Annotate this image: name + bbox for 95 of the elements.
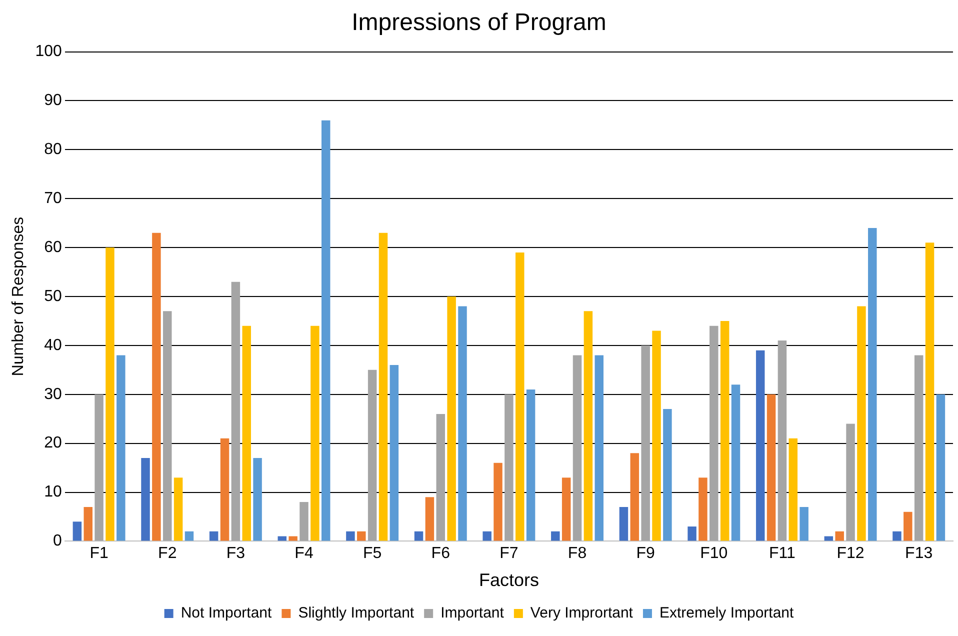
legend-label: Very Imprortant (530, 604, 634, 622)
bar (630, 453, 640, 541)
x-tick-label: F5 (362, 545, 382, 562)
x-tick-label: F11 (769, 545, 796, 562)
y-tick-label: 30 (44, 386, 62, 403)
bar (447, 296, 456, 541)
bar (914, 355, 924, 541)
x-tick-label: F9 (636, 545, 656, 562)
bar (778, 340, 787, 541)
legend-label: Extremely Important (659, 604, 795, 622)
y-tick-label: 80 (44, 141, 62, 158)
bar (857, 306, 866, 541)
y-tick-label: 100 (35, 43, 62, 60)
bar (152, 232, 161, 541)
bar (378, 232, 388, 541)
bar (562, 478, 571, 541)
bar (846, 424, 855, 541)
y-tick-label: 10 (44, 484, 62, 501)
x-tick-label: F3 (226, 545, 246, 562)
chart-title: Impressions of Program (352, 9, 606, 36)
x-tick-label: F1 (90, 545, 108, 562)
bar (619, 506, 628, 541)
bar (368, 370, 377, 541)
y-tick-label: 20 (44, 434, 62, 452)
bar (220, 438, 230, 541)
bar (698, 478, 708, 541)
bar (663, 409, 672, 541)
bar (766, 394, 776, 541)
y-tick-label: 0 (52, 532, 62, 550)
bar (162, 311, 172, 541)
bar (710, 326, 718, 541)
bar (458, 306, 467, 541)
x-tick-label: F4 (294, 545, 314, 562)
bar (425, 497, 434, 541)
bar (300, 502, 308, 541)
bar (106, 248, 114, 541)
bar (310, 326, 320, 541)
x-tick-label: F8 (568, 545, 587, 562)
bar (516, 252, 524, 541)
y-axis-title: Number of Responses (10, 216, 28, 376)
x-tick-label: F6 (431, 545, 450, 562)
bar (321, 120, 330, 541)
bar (594, 355, 604, 541)
bar (116, 355, 126, 541)
y-tick-label: 50 (44, 288, 62, 305)
bar (209, 531, 218, 541)
legend-label: Important (440, 604, 505, 622)
bar (346, 531, 355, 541)
legend-label: Not Important (180, 604, 273, 622)
bar (584, 311, 593, 541)
bar (572, 355, 582, 541)
bar (551, 531, 560, 541)
bar (141, 458, 150, 541)
bar (253, 458, 262, 541)
bar (936, 394, 946, 541)
bar (390, 365, 399, 541)
x-tick-label: F12 (836, 545, 864, 562)
bar (84, 506, 92, 541)
bar (174, 478, 183, 541)
x-tick-label: F13 (905, 545, 933, 562)
bar (652, 330, 661, 541)
y-tick-label: 70 (44, 190, 62, 208)
bar (504, 394, 514, 541)
y-tick-label: 40 (44, 336, 62, 354)
bar (756, 350, 765, 541)
bar (72, 522, 82, 541)
bar (414, 531, 424, 541)
y-tick-label: 90 (44, 92, 62, 110)
bar (494, 462, 502, 541)
bar (242, 326, 251, 541)
bar (788, 438, 798, 541)
bar (288, 536, 298, 541)
bar (184, 531, 194, 541)
bar (835, 531, 844, 541)
bar (800, 506, 808, 541)
bar (357, 531, 366, 541)
bar (688, 526, 696, 541)
legend-label: Slightly Important (298, 604, 415, 622)
bar (231, 282, 240, 541)
bar (526, 389, 536, 541)
bar (482, 531, 492, 541)
x-tick-label: F2 (158, 545, 177, 562)
x-tick-label: F10 (700, 545, 728, 562)
bar (94, 394, 104, 541)
bar (925, 242, 934, 541)
bar (731, 384, 740, 541)
bar (641, 345, 650, 541)
x-tick-label: F7 (500, 545, 518, 562)
bar (892, 531, 902, 541)
bar (436, 414, 446, 541)
x-axis-title: Factors (478, 570, 539, 590)
bar (904, 512, 912, 541)
bar (720, 320, 730, 541)
y-tick-label: 60 (44, 238, 62, 256)
bar (868, 228, 877, 541)
